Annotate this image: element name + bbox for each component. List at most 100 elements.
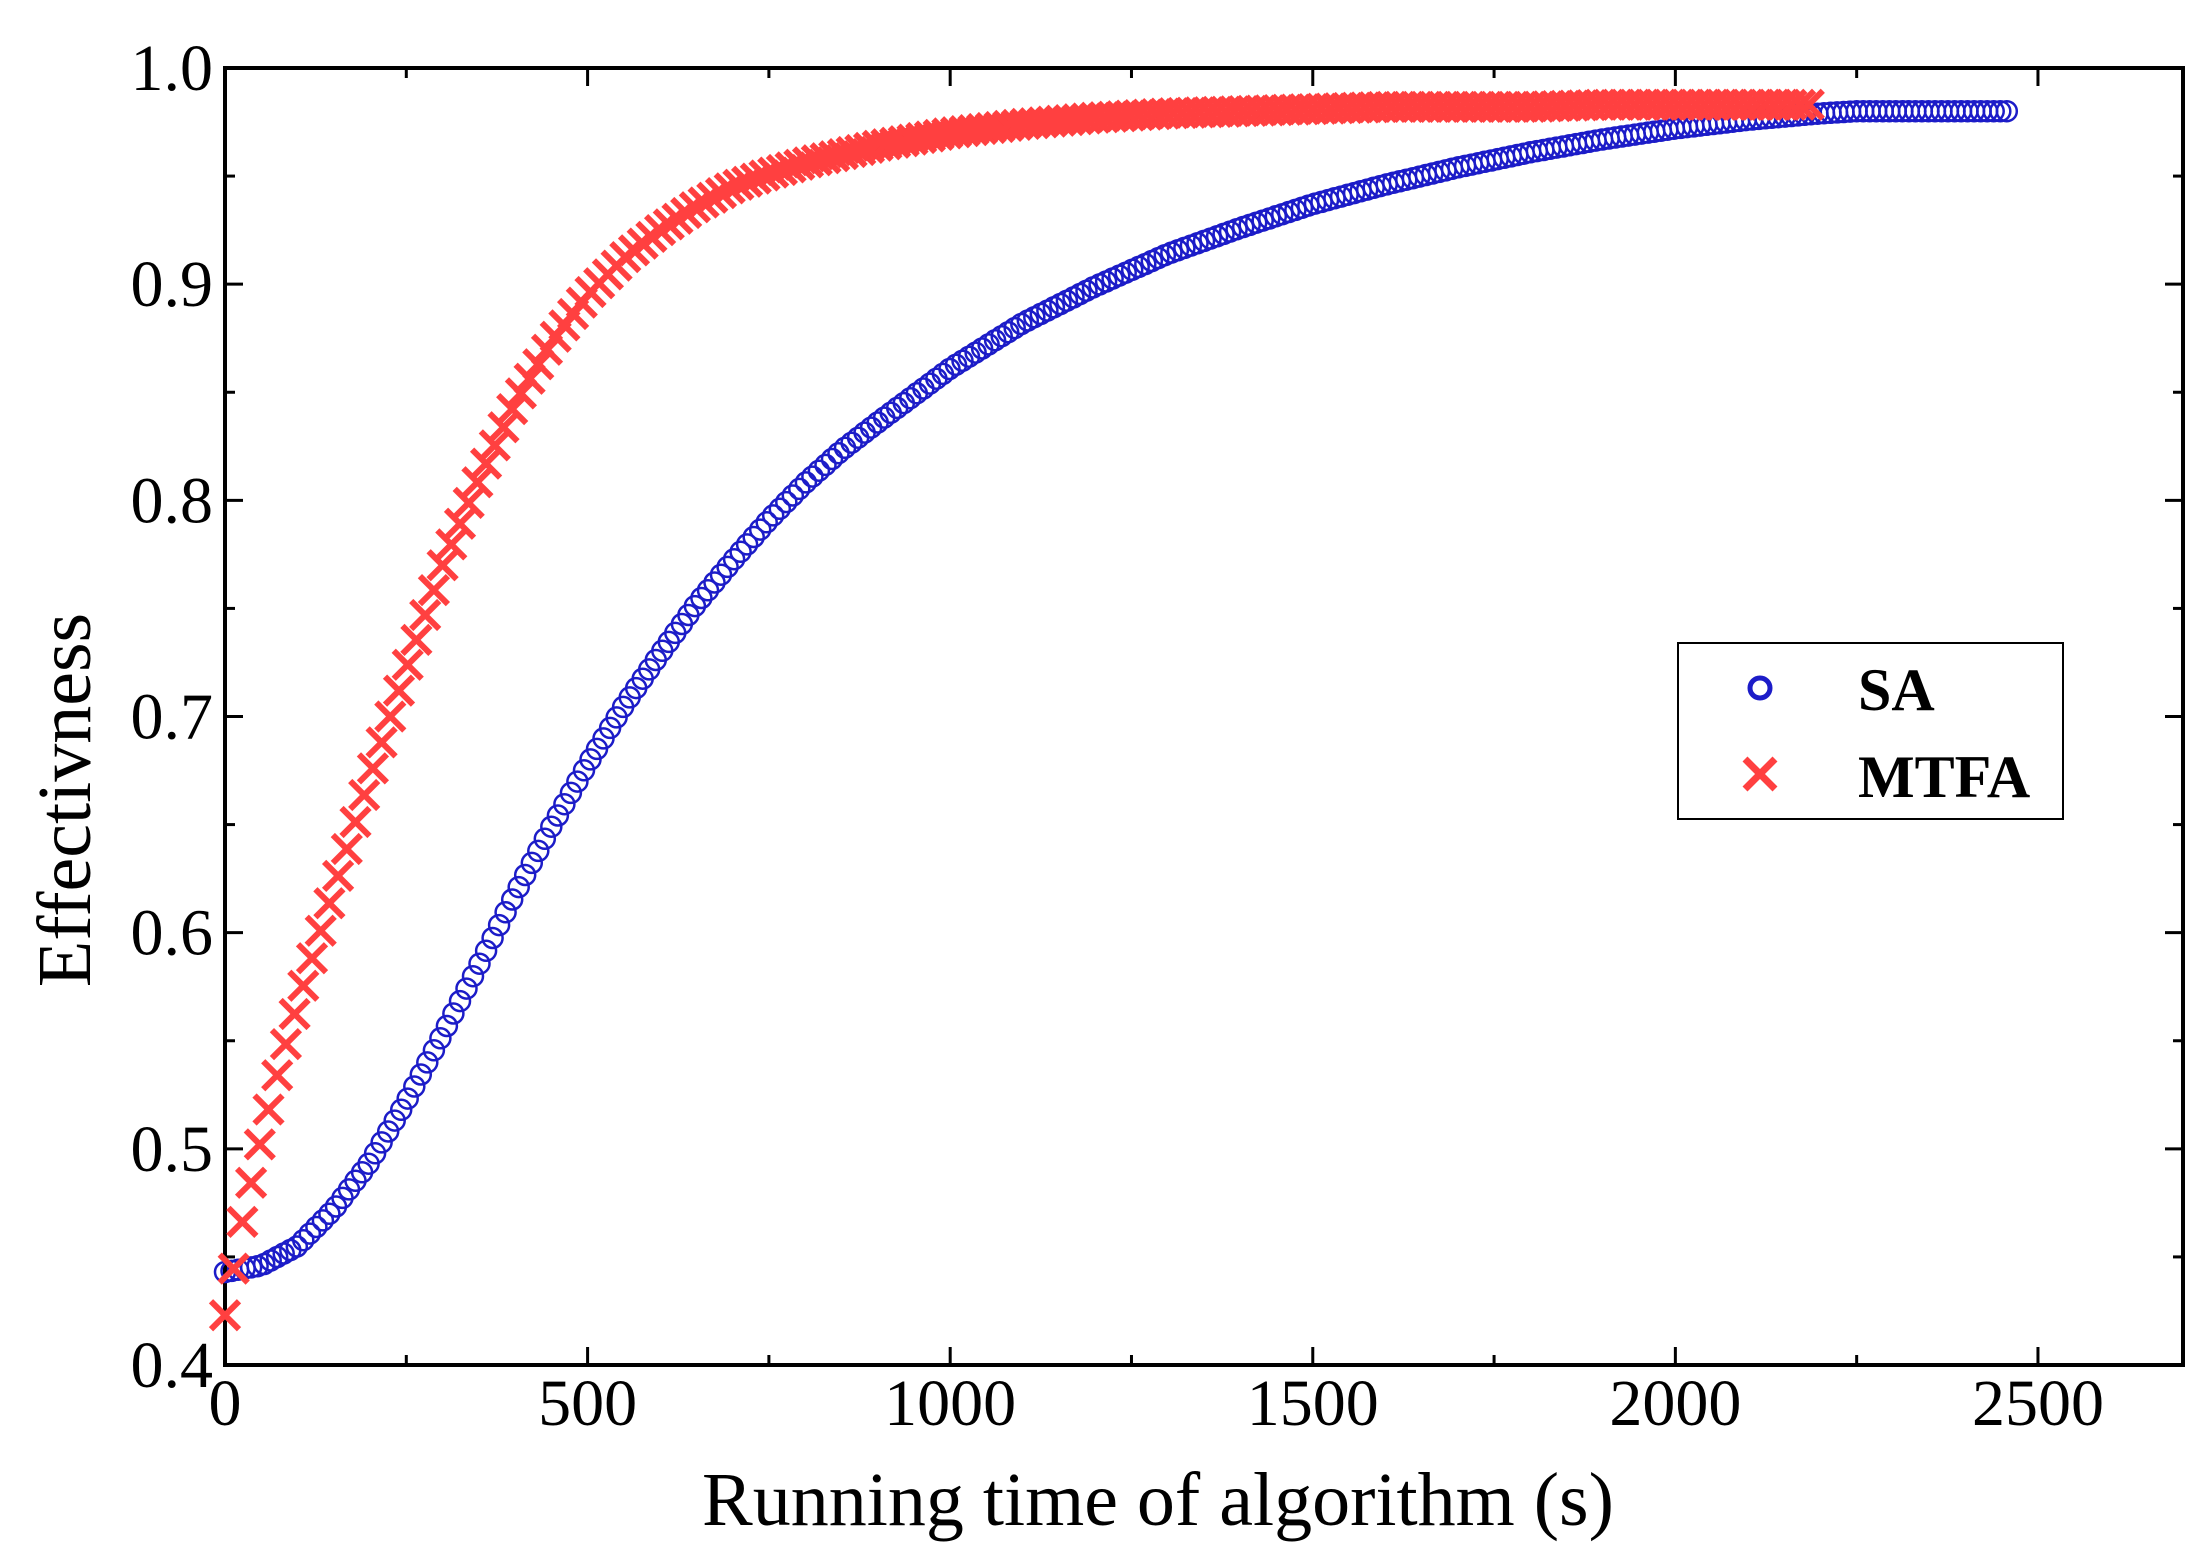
sa-point (722, 547, 746, 571)
sa-point (376, 1120, 400, 1143)
sa-point (546, 804, 570, 827)
y-tick-labels: 0.4 0.5 0.6 0.7 0.8 0.9 1.0 (131, 32, 214, 1402)
sa-point (807, 459, 831, 482)
mtfa-point (435, 528, 468, 561)
sa-point (1995, 99, 2019, 123)
x-axis-title: Running time of algorithm (s) (702, 1458, 1614, 1542)
sa-point (500, 888, 524, 911)
sa-point (846, 426, 870, 449)
mtfa-point (295, 942, 329, 975)
sa-point (318, 1202, 341, 1226)
mtfa-point (409, 598, 442, 632)
sa-point (899, 386, 922, 410)
sa-point (781, 484, 805, 507)
x-tick-label: 2000 (1609, 1367, 1741, 1440)
mtfa-point (1783, 88, 1817, 121)
sa-point (814, 453, 837, 477)
sa-point (742, 525, 765, 549)
legend: SA MTFA (1677, 642, 2064, 820)
mtfa-point (478, 429, 511, 462)
sa-point (801, 465, 824, 488)
mtfa-point (522, 348, 555, 381)
axis-ticks (223, 66, 2183, 1367)
mtfa-point (321, 859, 355, 893)
mtfa-point (487, 411, 520, 444)
mtfa-point (722, 168, 755, 201)
mtfa-point (330, 832, 363, 866)
sa-point (435, 1014, 459, 1038)
mtfa-point (496, 392, 529, 426)
sa-point (553, 792, 576, 816)
mtfa-point (504, 377, 538, 410)
y-tick-label: 0.7 (131, 681, 214, 754)
sa-point (409, 1063, 433, 1086)
mtfa-point (400, 623, 433, 657)
mtfa-point (261, 1059, 294, 1092)
sa-point (696, 579, 720, 602)
sa-point (383, 1109, 406, 1132)
sa-point (912, 377, 935, 400)
sa-point (403, 1075, 426, 1098)
sa-point (540, 815, 563, 838)
y-tick-label: 0.4 (131, 1329, 214, 1402)
mtfa-point (426, 549, 459, 582)
mtfa-point (278, 997, 311, 1031)
mtfa-point (713, 172, 746, 205)
sa-point (305, 1215, 328, 1239)
sa-point (520, 851, 544, 875)
mtfa-point (382, 674, 416, 707)
sa-point (468, 952, 491, 975)
mtfa-point (208, 1299, 242, 1332)
y-tick-label: 0.8 (131, 464, 214, 537)
sa-point (840, 431, 863, 454)
mtfa-point (217, 1252, 250, 1285)
sa-point (455, 977, 478, 1000)
sa-point (1982, 99, 2005, 123)
sa-point (572, 759, 596, 782)
sa-point (396, 1087, 419, 1110)
legend-label-mtfa: MTFA (1858, 744, 2030, 810)
sa-point (559, 781, 583, 805)
sa-point (533, 827, 557, 851)
sa-point (448, 989, 472, 1013)
sa-point (703, 571, 726, 594)
y-tick-label: 1.0 (131, 32, 214, 105)
mtfa-point (356, 752, 390, 785)
mtfa-point (304, 914, 337, 947)
x-tick-label: 0 (209, 1367, 242, 1440)
sa-point (487, 913, 511, 937)
sa-point (507, 875, 530, 899)
mtfa-point (452, 486, 485, 520)
legend-box (1677, 642, 2064, 820)
mtfa-point (391, 648, 424, 681)
sa-point (879, 401, 902, 425)
sa-point (474, 939, 498, 963)
mtfa-point (243, 1128, 276, 1161)
sa-point (416, 1051, 439, 1074)
mtfa-point (1792, 88, 1825, 121)
sa-point (820, 447, 844, 471)
mtfa-point (313, 887, 346, 920)
sa-point (729, 540, 752, 564)
mtfa-point (365, 726, 398, 759)
mtfa-point (287, 969, 320, 1002)
x-tick-label: 1500 (1247, 1367, 1379, 1440)
y-axis-title: Effectivness (23, 613, 107, 987)
sa-point (938, 357, 961, 381)
sa-point (827, 441, 850, 465)
sa-point (370, 1131, 393, 1154)
sa-point (885, 396, 909, 420)
legend-marker-sa (1747, 675, 1773, 701)
mtfa-point (374, 700, 407, 733)
sa-point (735, 533, 759, 556)
sa-point (859, 416, 883, 439)
sa-point (442, 1002, 465, 1025)
sa-point (292, 1228, 315, 1252)
x-tick-label: 2500 (1972, 1367, 2104, 1440)
sa-point (285, 1235, 309, 1258)
x-tick-label: 500 (538, 1367, 637, 1440)
y-tick-label: 0.6 (131, 897, 214, 970)
mtfa-point (469, 447, 503, 480)
sa-point (494, 901, 517, 924)
